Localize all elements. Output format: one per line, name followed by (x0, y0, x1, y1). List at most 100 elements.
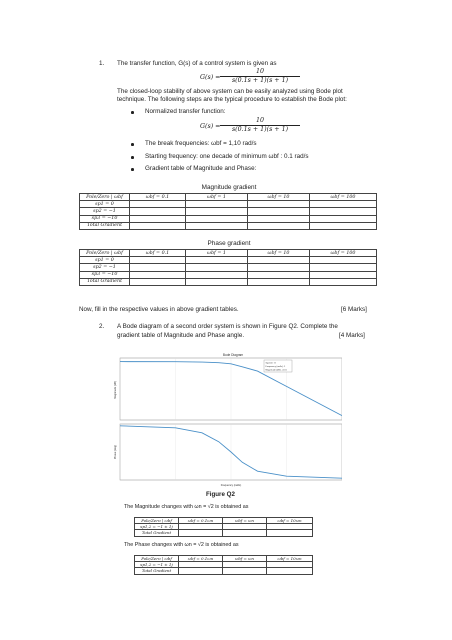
empty-cell[interactable] (178, 529, 223, 537)
transfer-function-fraction: 10 s(0.1s + 1)(s + 1) (220, 68, 300, 85)
header-cell: ωbf = 0.1 (129, 192, 186, 202)
phase-grid (119, 424, 342, 480)
row-label: sp3 = −10 (79, 270, 130, 279)
q1-paragraph-line2: technique. The following steps are the t… (117, 96, 347, 103)
empty-cell[interactable] (266, 529, 313, 537)
empty-cell[interactable] (309, 263, 377, 272)
empty-cell[interactable] (185, 200, 248, 209)
bullet-starting-frequency: Starting frequency: one decade of minimu… (145, 153, 309, 160)
empty-cell[interactable] (129, 270, 186, 279)
empty-cell[interactable] (309, 256, 377, 265)
empty-cell[interactable] (185, 207, 248, 216)
row-label: Total Gradient (79, 221, 130, 230)
header-cell: ωbf = 100 (309, 248, 377, 258)
table-row: Total Gradient (79, 277, 377, 286)
empty-cell[interactable] (247, 277, 310, 286)
empty-cell[interactable] (129, 214, 186, 223)
empty-cell[interactable] (247, 200, 310, 209)
header-cell: ωbf = 10 (247, 192, 310, 202)
bullet-dot (131, 156, 134, 159)
fill-instruction: Now, fill in the respective values in ab… (79, 306, 239, 313)
bullet-dot (131, 111, 134, 114)
magnitude-change-text: The Magnitude changes with ωn = √2 is ob… (124, 504, 249, 510)
table-row: sp1 = 0 (79, 256, 377, 265)
empty-cell[interactable] (129, 263, 186, 272)
data-tip-legend: System: G Frequency (rad/s): 1 Magnitude… (263, 359, 293, 373)
table-header-row: Pole/Zero | ωbf ωbf = 0.1 ωbf = 1 ωbf = … (79, 248, 377, 258)
q1-marks: [6 Marks] (341, 306, 367, 313)
empty-cell[interactable] (247, 207, 310, 216)
row-label: sp1,2 = −1 ± 1j (134, 523, 179, 531)
bode-diagram: Bode Diagram Magnitude (dB) System: G Fr… (113, 353, 342, 487)
empty-cell[interactable] (247, 256, 310, 265)
tf-numerator: 10 (220, 68, 300, 77)
magnitude-gradient-table: Pole/Zero | ωbf ωbf = 0.1 ωbf = 1 ωbf = … (79, 192, 377, 230)
empty-cell[interactable] (129, 200, 186, 209)
empty-cell[interactable] (185, 277, 248, 286)
table-row: sp3 = −10 (79, 270, 377, 279)
header-cell: Pole/Zero | ωbf (79, 248, 130, 258)
empty-cell[interactable] (185, 214, 248, 223)
empty-cell[interactable] (247, 270, 310, 279)
header-cell: ωbf = 10 (247, 248, 310, 258)
table-row: Total Gradient (134, 567, 313, 575)
empty-cell[interactable] (309, 270, 377, 279)
magnitude-change-table: Pole/Zero | ωbf ωbf = 0.1ωn ωbf = ωn ωbf… (134, 516, 313, 537)
empty-cell[interactable] (222, 529, 267, 537)
phase-change-text: The Phase changes with ωn = √2 is obtain… (124, 542, 239, 548)
empty-cell[interactable] (129, 256, 186, 265)
table-row: Total Gradient (134, 529, 313, 537)
header-cell: Pole/Zero | ωbf (79, 192, 130, 202)
empty-cell[interactable] (178, 567, 223, 575)
table-header-row: Pole/Zero | ωbf ωbf = 0.1 ωbf = 1 ωbf = … (79, 192, 377, 202)
row-label: Total Gradient (79, 277, 130, 286)
empty-cell[interactable] (247, 263, 310, 272)
empty-cell[interactable] (309, 277, 377, 286)
row-label: sp2 = −1 (79, 207, 130, 216)
row-label: Total Gradient (134, 567, 179, 575)
phase-axis-label: Phase (deg) (113, 445, 117, 459)
tf-lhs: G(s) = (200, 74, 221, 81)
q1-paragraph-line1: The closed-loop stability of above syste… (117, 88, 343, 95)
row-label: Total Gradient (134, 529, 179, 537)
empty-cell[interactable] (247, 214, 310, 223)
q2-marks: [4 Marks] (339, 332, 365, 339)
header-cell: Pole/Zero | ωbf (134, 554, 179, 563)
bullet-gradient-table: Gradient table of Magnitude and Phase: (145, 165, 257, 172)
empty-cell[interactable] (129, 221, 186, 230)
frequency-axis-label: Frequency (rad/s) (221, 483, 242, 487)
tf2-lhs: G(s) = (200, 123, 221, 130)
q1-intro: The transfer function, G(s) of a control… (117, 60, 277, 67)
phase-gradient-table: Pole/Zero | ωbf ωbf = 0.1 ωbf = 1 ωbf = … (79, 248, 377, 286)
empty-cell[interactable] (129, 207, 186, 216)
empty-cell[interactable] (222, 567, 267, 575)
empty-cell[interactable] (309, 207, 377, 216)
empty-cell[interactable] (185, 256, 248, 265)
empty-cell[interactable] (185, 263, 248, 272)
q2-line2: gradient table of Magnitude and Phase an… (117, 332, 245, 339)
header-cell: Pole/Zero | ωbf (134, 516, 179, 525)
phase-gradient-title: Phase gradient (207, 240, 251, 247)
magnitude-gradient-title: Magnitude gradient (201, 184, 257, 191)
empty-cell[interactable] (309, 214, 377, 223)
row-label: sp1,2 = −1 ± 1j (134, 561, 179, 569)
empty-cell[interactable] (247, 221, 310, 230)
table-row: sp2 = −1 (79, 207, 377, 216)
header-cell: ωbf = 0.1 (129, 248, 186, 258)
phase-change-table: Pole/Zero | ωbf ωbf = 0.1ωn ωbf = ωn ωbf… (134, 554, 313, 575)
empty-cell[interactable] (309, 200, 377, 209)
table-row: sp1 = 0 (79, 200, 377, 209)
plot-title: Bode Diagram (223, 353, 244, 357)
empty-cell[interactable] (266, 567, 313, 575)
magnitude-axis-label: Magnitude (dB) (113, 381, 117, 399)
table-row: sp2 = −1 (79, 263, 377, 272)
magnitude-curve (119, 361, 342, 416)
bullet-break-frequencies: The break frequencies: ωbf = 1,10 rad/s (145, 140, 257, 147)
empty-cell[interactable] (309, 221, 377, 230)
empty-cell[interactable] (185, 270, 248, 279)
empty-cell[interactable] (129, 277, 186, 286)
empty-cell[interactable] (185, 221, 248, 230)
header-cell: ωbf = 1 (185, 192, 248, 202)
q1-number: 1. (99, 60, 105, 67)
table-row: Total Gradient (79, 221, 377, 230)
